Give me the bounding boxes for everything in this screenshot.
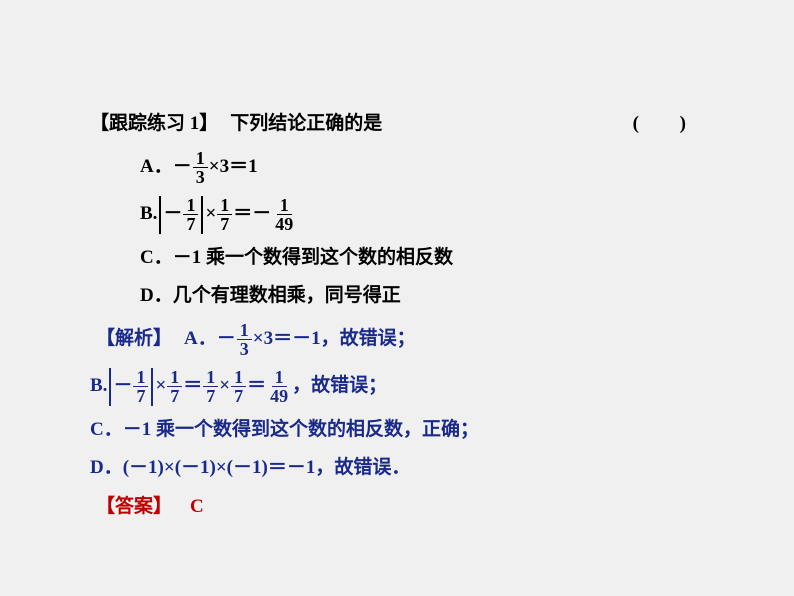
fraction: 1 7 [133,368,148,405]
question-header: 【跟踪练习 1】 下列结论正确的是 ( ) [90,110,704,139]
option-d-label: D． [140,282,173,311]
fraction: 1 7 [183,196,198,233]
fraction: 1 49 [272,196,296,233]
fraction: 1 3 [193,149,208,186]
option-a: A． － 1 3 ×3＝1 [90,149,704,186]
option-a-rest: ×3＝1 [209,153,258,182]
answer-line: 【答案】 C [90,493,704,522]
option-d: D． 几个有理数相乘，同号得正 [90,282,704,311]
fraction: 1 7 [217,196,232,233]
fraction: 1 3 [237,321,252,358]
fraction: 1 7 [167,368,182,405]
option-b-label: B. [140,200,157,229]
abs-bar-left [159,196,161,234]
option-c-text: －1 乘一个数得到这个数的相反数 [173,244,453,273]
answer-value: C [190,493,204,522]
answer-label: 【答案】 [96,493,172,522]
fraction: 1 7 [203,368,218,405]
fraction: 1 49 [267,368,291,405]
absolute-value: － 1 7 [157,196,205,234]
option-c: C． －1 乘一个数得到这个数的相反数 [90,244,704,273]
abs-bar-left [109,368,111,406]
abs-bar-right [201,196,203,234]
analysis-d: D．(－1)×(－1)×(－1)＝－1，故错误． [90,454,704,483]
question-text: 下列结论正确的是 [230,110,382,139]
option-d-text: 几个有理数相乘，同号得正 [173,282,401,311]
fraction: 1 7 [231,368,246,405]
option-a-neg: － [173,153,192,182]
option-c-label: C． [140,244,173,273]
option-a-label: A． [140,153,173,182]
analysis-header: 【解析】 [96,325,172,354]
absolute-value: － 1 7 [107,368,155,406]
analysis-c: C．－1 乘一个数得到这个数的相反数，正确； [90,416,704,445]
analysis-a: 【解析】 A． － 1 3 ×3＝－1，故错误； [90,321,704,358]
abs-bar-right [151,368,153,406]
tracking-label: 【跟踪练习 1】 [90,110,218,139]
option-b: B. － 1 7 × 1 7 ＝－ 1 49 [90,196,704,234]
answer-blank: ( ) [633,110,704,139]
analysis-b: B. － 1 7 × 1 7 ＝ 1 7 × 1 7 ＝ 1 49 [90,368,704,406]
